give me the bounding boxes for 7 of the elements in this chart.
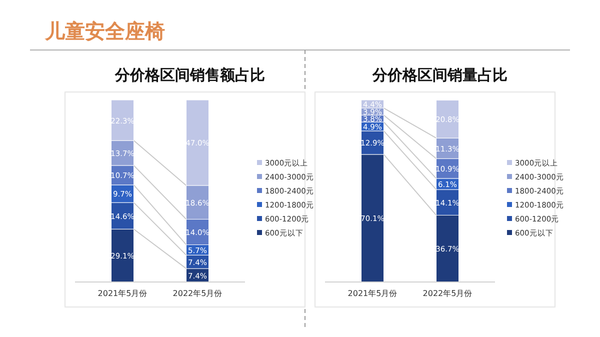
x-tick-label: 2021年5月份 xyxy=(348,289,398,298)
x-tick-label: 2022年5月份 xyxy=(172,289,222,298)
chart-title: 分价格区间销售额占比 xyxy=(114,66,265,84)
x-tick-label: 2022年5月份 xyxy=(422,289,472,298)
chart-title: 分价格区间销量占比 xyxy=(372,66,508,84)
text: 儿童安全座椅 xyxy=(44,19,165,43)
x-tick-label: 2021年5月份 xyxy=(98,289,148,298)
